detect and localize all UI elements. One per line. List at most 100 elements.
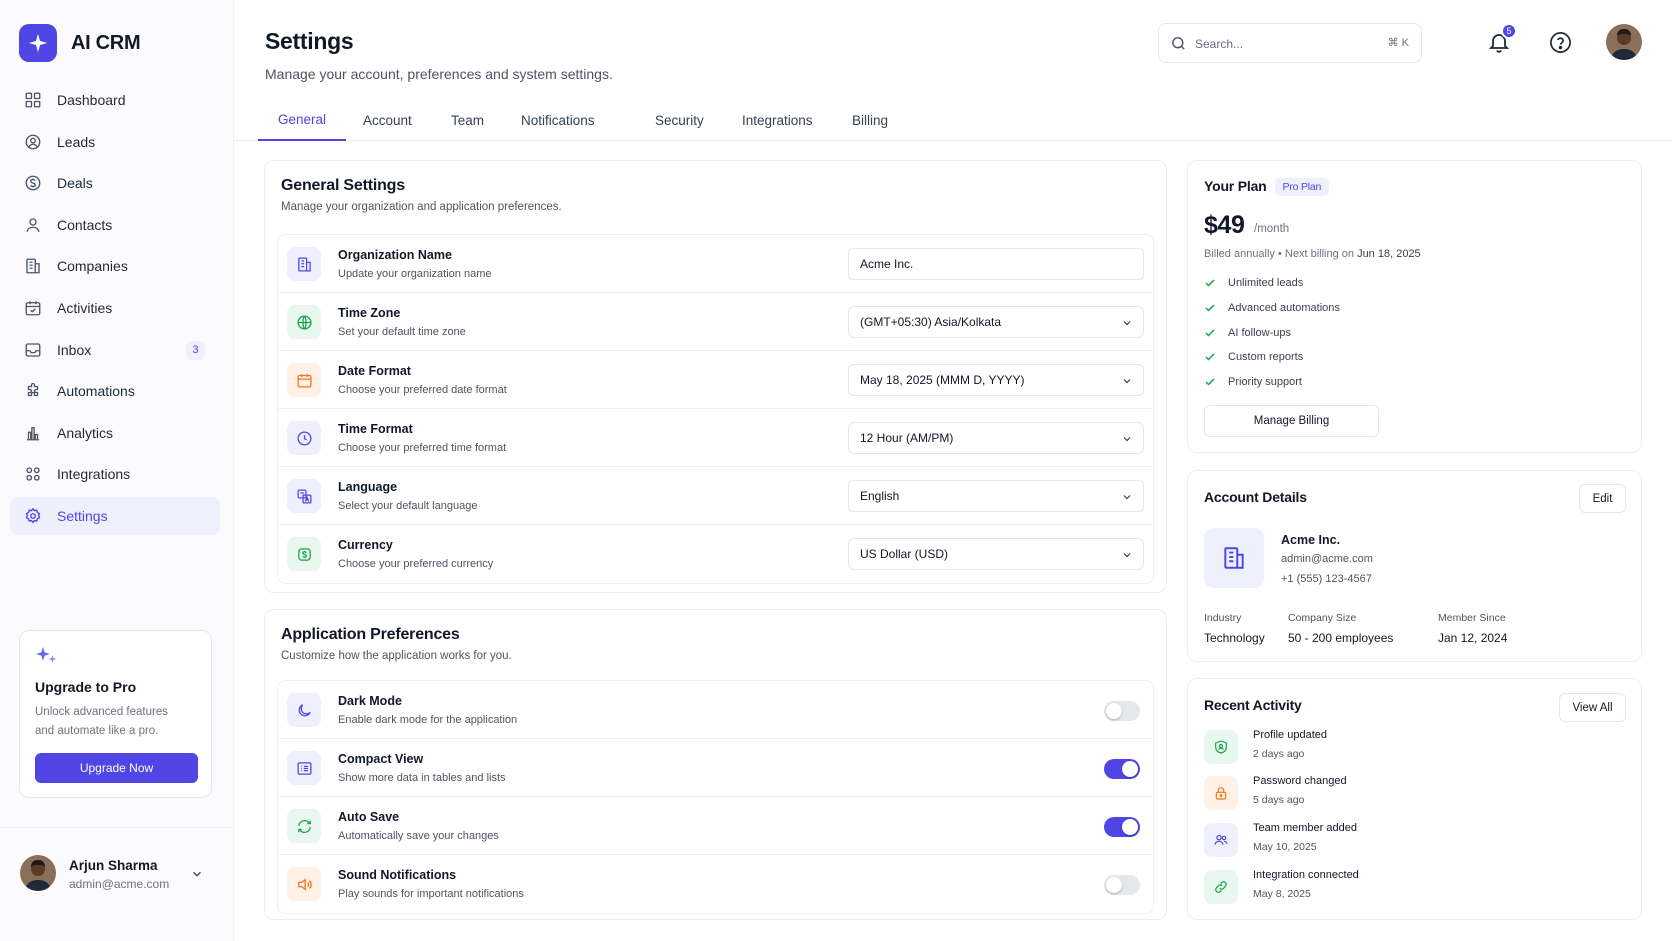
meta-member-since: Member Since Jan 12, 2024: [1438, 612, 1507, 645]
check-icon: [1205, 279, 1215, 287]
tab-notifications[interactable]: Notifications: [521, 113, 595, 128]
chevron-down-icon: [1123, 379, 1131, 384]
chevron-down-icon[interactable]: [190, 867, 204, 881]
language-select[interactable]: English: [848, 480, 1144, 512]
chevron-down-icon: [1123, 321, 1131, 326]
list-item: Priority support: [1204, 370, 1340, 395]
preference-description: Enable dark mode for the application: [338, 714, 518, 726]
search-box[interactable]: ⌘ K: [1158, 23, 1422, 63]
user-profile[interactable]: Arjun Sharma admin@acme.com: [0, 827, 233, 941]
chevron-down-icon: [1123, 553, 1131, 558]
feature-label: Custom reports: [1228, 351, 1304, 364]
brand[interactable]: AI CRM: [19, 24, 141, 62]
account-phone: +1 (555) 123-4567: [1281, 573, 1372, 585]
meta-label: Member Since: [1438, 612, 1506, 624]
sidebar-item-label: Activities: [57, 299, 113, 316]
translate-icon: [287, 479, 321, 513]
tab-security[interactable]: Security: [655, 113, 704, 128]
plan-features: Unlimited leads Advanced automations AI …: [1204, 271, 1340, 394]
tab-account[interactable]: Account: [363, 113, 412, 128]
sidebar-item-automations[interactable]: Automations: [10, 372, 220, 410]
sidebar-item-companies[interactable]: Companies: [10, 247, 220, 285]
page-subtitle: Manage your account, preferences and sys…: [265, 66, 613, 82]
activity-time: 5 days ago: [1253, 794, 1305, 806]
list-item: Advanced automations: [1204, 296, 1340, 321]
setting-description: Select your default language: [338, 500, 478, 512]
card-subtitle: Customize how the application works for …: [281, 650, 512, 662]
building-icon: [287, 247, 321, 281]
view-all-button[interactable]: View All: [1559, 693, 1626, 722]
list-item: Profile updated 2 days ago: [1204, 728, 1604, 768]
compact-view-toggle[interactable]: [1104, 759, 1140, 779]
upgrade-now-button[interactable]: Upgrade Now: [35, 753, 198, 783]
search-input[interactable]: [1195, 33, 1365, 55]
check-icon: [1205, 378, 1215, 386]
user-name: Arjun Sharma: [69, 858, 158, 873]
sidebar-item-label: Contacts: [57, 216, 113, 233]
preference-row-compact-view: Compact View Show more data in tables an…: [278, 739, 1153, 797]
list-item: Team member added May 10, 2025: [1204, 821, 1604, 861]
recent-activity-card: Recent Activity View All Profile updated…: [1187, 678, 1642, 920]
user-circle-icon: [25, 134, 41, 150]
activity-title: Password changed: [1253, 775, 1347, 787]
brand-name: AI CRM: [71, 31, 141, 54]
setting-description: Choose your preferred currency: [338, 558, 494, 570]
preference-row-auto-save: Auto Save Automatically save your change…: [278, 797, 1153, 855]
preference-label: Sound Notifications: [338, 868, 457, 882]
avatar[interactable]: [20, 855, 56, 891]
account-email: admin@acme.com: [1281, 553, 1373, 565]
sidebar-item-inbox[interactable]: Inbox 3: [10, 331, 220, 369]
sidebar-item-deals[interactable]: Deals: [10, 164, 220, 202]
gear-icon: [25, 507, 41, 524]
sidebar-item-dashboard[interactable]: Dashboard: [10, 81, 220, 119]
inbox-icon: [25, 342, 41, 357]
time-zone-select[interactable]: (GMT+05:30) Asia/Kolkata: [848, 306, 1144, 338]
plan-title-text: Your Plan: [1204, 178, 1267, 194]
tab-integrations[interactable]: Integrations: [742, 113, 813, 128]
moon-icon: [287, 693, 321, 727]
meta-label: Industry: [1204, 612, 1242, 624]
user-icon: [26, 218, 40, 232]
sparkle-logo-icon: [19, 24, 57, 62]
refresh-icon: [287, 809, 321, 843]
user-shield-icon: [1204, 730, 1238, 764]
organization-name-input[interactable]: Acme Inc.: [848, 248, 1144, 280]
help-icon[interactable]: [1549, 31, 1572, 54]
tab-general[interactable]: General: [258, 100, 347, 141]
sidebar-item-leads[interactable]: Leads: [10, 123, 220, 161]
activity-title: Team member added: [1253, 822, 1357, 834]
meta-value: Technology: [1204, 631, 1265, 645]
manage-billing-button[interactable]: Manage Billing: [1204, 405, 1379, 437]
sidebar-item-label: Dashboard: [57, 92, 126, 108]
preference-label: Dark Mode: [338, 694, 402, 708]
page-title: Settings: [265, 28, 354, 54]
meta-value: 50 - 200 employees: [1288, 631, 1394, 645]
avatar[interactable]: [1606, 24, 1642, 60]
sidebar-item-label: Integrations: [57, 466, 131, 483]
sound-notifications-toggle[interactable]: [1104, 875, 1140, 895]
plan-period: /month: [1254, 223, 1290, 235]
activity-title: Integration connected: [1253, 869, 1359, 881]
sidebar-item-settings[interactable]: Settings: [10, 496, 220, 535]
list-item: Password changed 5 days ago: [1204, 774, 1604, 814]
time-format-select[interactable]: 12 Hour (AM/PM): [848, 422, 1144, 454]
list-item: AI follow-ups: [1204, 320, 1340, 345]
plan-price: $49: [1204, 211, 1245, 239]
sidebar-item-contacts[interactable]: Contacts: [10, 206, 220, 244]
currency-select[interactable]: US Dollar (USD): [848, 538, 1144, 570]
tab-billing[interactable]: Billing: [852, 113, 889, 128]
edit-button[interactable]: Edit: [1579, 484, 1626, 513]
sidebar-item-activities[interactable]: Activities: [10, 289, 220, 327]
tab-team[interactable]: Team: [451, 113, 485, 128]
calendar-icon: [287, 363, 321, 397]
dark-mode-toggle[interactable]: [1104, 701, 1140, 721]
field-value: Acme Inc.: [860, 257, 914, 271]
date-format-select[interactable]: May 18, 2025 (MMM D, YYYY): [848, 364, 1144, 396]
plan-title: Your Plan Pro Plan: [1204, 178, 1330, 197]
setting-label: Time Zone: [338, 306, 401, 320]
sidebar-item-integrations[interactable]: Integrations: [10, 455, 220, 493]
billing-prefix: Billed annually • Next billing on: [1204, 248, 1358, 260]
sidebar-item-analytics[interactable]: Analytics: [10, 414, 220, 452]
auto-save-toggle[interactable]: [1104, 817, 1140, 837]
sidebar-item-label: Deals: [57, 175, 93, 192]
